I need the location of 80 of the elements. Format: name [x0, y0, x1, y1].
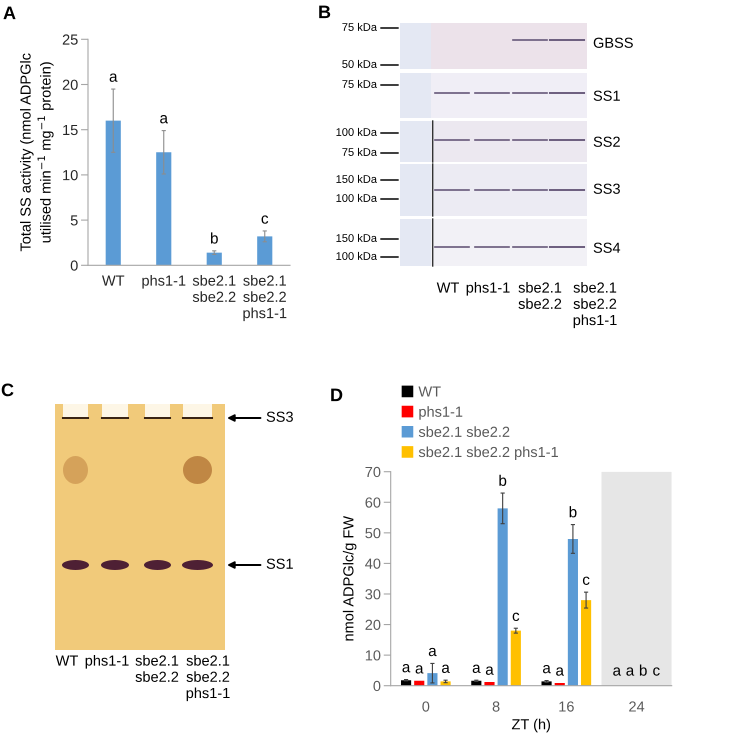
data-label: a	[110, 73, 118, 82]
x-tick-label: phs1-1	[142, 275, 186, 289]
text: 75 kDa	[342, 148, 377, 156]
text: 75 kDa	[342, 22, 377, 31]
category-label: WT	[56, 656, 78, 666]
category-label: sbe2.1 sbe2.2	[136, 655, 178, 682]
text: 100 kDa	[336, 252, 377, 260]
bar	[510, 630, 521, 686]
y-tick-label: 10	[63, 170, 78, 180]
x-axis-title: ZT (h)	[512, 718, 550, 732]
y-tick-label: 25	[62, 34, 78, 45]
data-label: c	[582, 576, 590, 585]
x-tick-label: sbe2.1 sbe2.2 phs1-1	[243, 275, 286, 322]
bar	[156, 152, 172, 266]
x-tick-label: WT	[102, 276, 124, 286]
data-label: a	[486, 666, 494, 675]
text: a	[626, 667, 634, 676]
text: b	[640, 664, 647, 676]
category-label: SS2	[594, 136, 620, 147]
legend-label: phs1-1	[419, 406, 462, 420]
x-tick-label: 16	[559, 701, 574, 712]
data-label: c	[512, 612, 520, 622]
data-label: a	[416, 665, 424, 674]
bar	[106, 120, 121, 266]
y-axis-title: Total SS activity (nmol ADPGlc utilised min$^{−1}$ mg$^{−1}$ protein)	[20, 53, 54, 252]
text: C	[2, 383, 14, 396]
x-tick-label: sbe2.1 sbe2.2	[192, 275, 236, 302]
text: 150 kDa	[336, 234, 377, 242]
x-tick-label: 24	[629, 701, 644, 712]
data-label: a	[442, 664, 450, 674]
data-label: a	[472, 664, 481, 674]
text: c	[653, 667, 660, 676]
data-label: a	[428, 648, 437, 656]
y-tick-label: 5	[70, 215, 78, 226]
y-tick-label: 60	[366, 497, 380, 508]
chart-title: D	[331, 388, 342, 402]
y-tick-label: 50	[365, 528, 380, 538]
bar	[206, 252, 222, 266]
y-tick-label: 30	[365, 589, 380, 600]
y-tick-label: 20	[62, 80, 78, 90]
data-label: a	[556, 667, 564, 676]
legend-label: sbe2.1 sbe2.2 phs1-1	[418, 446, 558, 460]
category-label: GBSS	[594, 38, 633, 48]
x-tick-label: 0	[422, 701, 430, 712]
text: 150 kDa	[336, 174, 377, 183]
text: 50 kDa	[342, 60, 377, 68]
category-label: SS3	[594, 184, 620, 194]
x-tick-label: 8	[492, 701, 500, 712]
data-label: b	[570, 506, 577, 518]
data-label: b	[499, 474, 506, 486]
text: 75 kDa	[342, 80, 377, 88]
y-tick-label: 20	[365, 620, 380, 630]
text: SS1	[266, 558, 293, 569]
bar	[581, 600, 592, 686]
chart-title: A	[3, 6, 16, 20]
bar	[257, 236, 272, 266]
category-label: SS1	[594, 90, 620, 101]
category-label: phs1-1	[86, 655, 129, 669]
text: B	[319, 6, 330, 18]
data-label: a	[160, 115, 168, 124]
y-tick-label: 70	[366, 466, 380, 478]
legend-label: sbe2.1 sbe2.2	[418, 426, 510, 437]
data-label: b	[210, 232, 218, 244]
data-label: c	[262, 215, 268, 224]
y-tick-label: 15	[63, 124, 78, 136]
y-tick-label: 40	[365, 558, 380, 569]
text: 100 kDa	[336, 128, 377, 136]
legend-label: WT	[418, 386, 441, 397]
y-tick-label: 0	[373, 680, 380, 692]
category-label: SS4	[594, 242, 620, 253]
text: 100 kDa	[336, 194, 377, 202]
text: SS3	[266, 412, 293, 422]
data-label: a	[542, 664, 551, 674]
bar	[568, 538, 578, 686]
bar	[498, 508, 508, 686]
y-tick-label: 0	[70, 260, 78, 271]
y-tick-label: 10	[366, 650, 380, 661]
text: a	[613, 667, 622, 676]
y-axis-title: nmol ADPGlc/g FW	[342, 516, 356, 641]
data-label: a	[402, 664, 410, 672]
